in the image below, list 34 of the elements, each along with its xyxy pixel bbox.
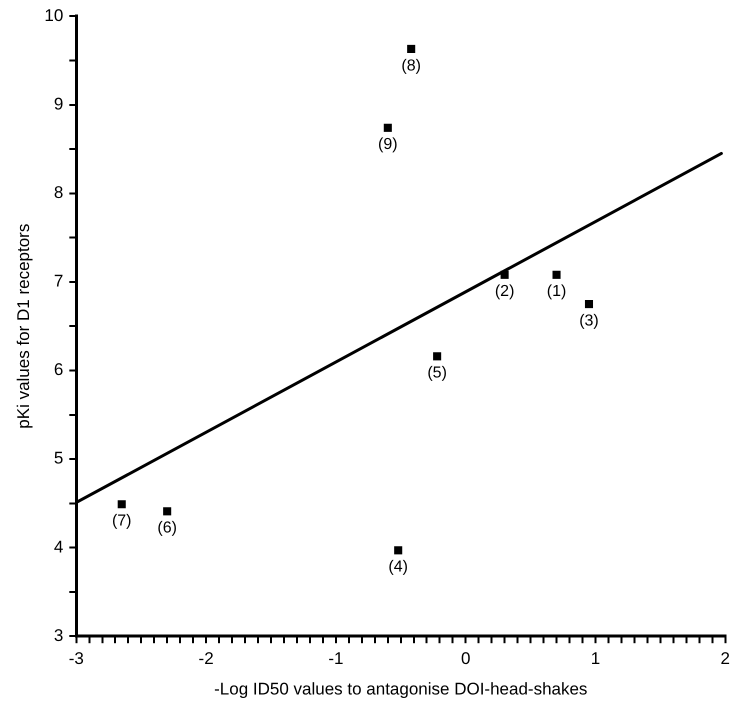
annotation: (1)	[546, 283, 566, 300]
y-tick-label: 8	[54, 183, 64, 202]
x-tick-label: -2	[198, 649, 214, 668]
point	[552, 270, 561, 279]
annotation: (6)	[157, 520, 177, 537]
annotation: (8)	[401, 57, 421, 74]
y-tick-label: 9	[54, 94, 64, 114]
y-axis-title: pKi values for D1 receptors	[14, 224, 33, 429]
point	[500, 270, 509, 279]
point	[118, 500, 126, 508]
point	[384, 124, 392, 132]
annotation: (7)	[112, 512, 132, 530]
point	[584, 300, 594, 308]
annotation: (2)	[494, 283, 514, 300]
y-tick-label: 10	[44, 6, 64, 25]
point	[433, 352, 442, 360]
x-tick-label: 0	[460, 649, 470, 668]
y-tick-label: 5	[54, 448, 64, 468]
x-tick-label: -1	[328, 649, 344, 668]
point	[163, 507, 172, 516]
x-tick-label: -3	[68, 649, 84, 668]
x-tick-label: 2	[720, 649, 730, 668]
y-tick-label: 6	[54, 360, 64, 380]
y-tick-label: 4	[54, 537, 64, 556]
y-tick-label: 3	[54, 626, 64, 645]
annotation: (3)	[579, 312, 599, 330]
annotation: (5)	[427, 364, 447, 382]
point	[394, 546, 402, 554]
x-axis-title: -Log ID50 values to antagonise DOI-head-shakes	[214, 679, 588, 698]
x-tick-label: 1	[590, 649, 600, 668]
annotation: (9)	[378, 136, 398, 154]
point	[407, 44, 416, 54]
annotation: (4)	[388, 558, 408, 576]
y-tick-label: 7	[54, 272, 64, 291]
